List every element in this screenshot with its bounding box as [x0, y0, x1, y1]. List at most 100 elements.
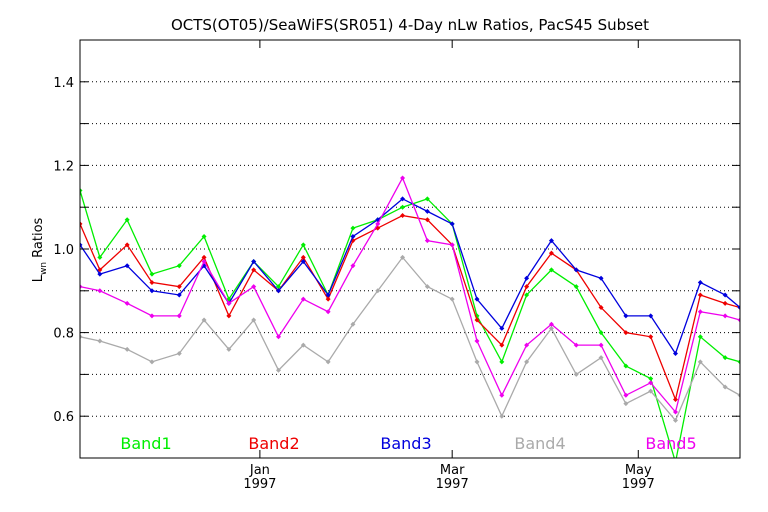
point-band5-15	[449, 242, 455, 248]
point-band4-25	[697, 359, 703, 365]
point-band2-13	[400, 213, 406, 219]
point-band2-22	[623, 330, 629, 336]
y-axis-label-main: L	[31, 274, 46, 282]
point-band5-2	[124, 300, 130, 306]
point-band2-17	[499, 342, 505, 348]
point-band2-26	[722, 300, 728, 306]
point-band3-17	[499, 325, 505, 331]
point-band3-19	[548, 238, 554, 244]
legend-entry-band4: Band4	[514, 434, 565, 453]
legend-entry-band1: Band1	[120, 434, 171, 453]
series-line-band3	[80, 198, 740, 355]
point-band4-8	[275, 367, 281, 373]
point-band4-12	[375, 288, 381, 294]
point-band1-0	[80, 187, 83, 193]
point-band3-3	[149, 288, 155, 294]
x-tick-month-1: Mar	[440, 463, 465, 478]
x-tick-month-2: May	[625, 463, 652, 478]
series-band1	[80, 187, 740, 458]
point-band4-0	[80, 334, 83, 340]
point-band1-1	[97, 254, 103, 260]
point-band2-24	[672, 396, 678, 402]
point-band4-26	[722, 384, 728, 390]
y-axis-label-rest: Ratios	[31, 217, 46, 262]
point-band4-11	[350, 321, 356, 327]
point-band2-2	[124, 242, 130, 248]
point-band4-19	[548, 325, 554, 331]
point-band4-4	[176, 351, 182, 356]
point-band3-14	[424, 208, 430, 214]
point-band1-2	[124, 217, 130, 223]
point-band5-27	[737, 317, 740, 323]
series-lines	[80, 175, 740, 458]
point-band5-22	[623, 392, 629, 398]
point-band4-23	[648, 388, 654, 394]
point-band2-14	[424, 217, 430, 223]
point-band1-14	[424, 196, 430, 202]
point-band4-13	[400, 254, 406, 260]
point-band5-23	[648, 380, 654, 386]
point-band3-22	[623, 313, 629, 319]
legend-entry-band3: Band3	[380, 434, 431, 453]
point-band3-11	[350, 233, 356, 239]
legend: Band1 Band2 Band3 Band4 Band5	[120, 434, 696, 453]
point-band4-15	[449, 296, 455, 302]
point-band5-0	[80, 284, 83, 290]
point-band4-6	[226, 346, 232, 352]
point-band3-21	[598, 275, 604, 281]
point-band1-20	[573, 284, 579, 290]
point-band4-27	[737, 392, 740, 398]
point-band4-20	[573, 371, 579, 377]
point-band2-3	[149, 279, 155, 285]
point-band2-9	[300, 254, 306, 260]
point-band1-23	[648, 376, 654, 382]
series-line-band1	[80, 190, 740, 458]
point-band5-1	[97, 288, 103, 294]
point-band5-20	[573, 342, 579, 348]
point-band5-11	[350, 263, 356, 269]
point-band2-16	[474, 317, 480, 323]
point-band5-10	[325, 309, 331, 315]
point-band5-25	[697, 309, 703, 315]
point-band5-4	[176, 313, 182, 319]
point-band2-25	[697, 292, 703, 298]
legend-entry-band5: Band5	[645, 434, 696, 453]
point-band5-18	[524, 342, 530, 348]
point-band1-21	[598, 330, 604, 336]
point-band3-10	[325, 292, 331, 298]
point-band4-1	[97, 338, 103, 344]
point-band3-8	[275, 288, 281, 294]
point-band1-18	[524, 292, 530, 298]
chart-title: OCTS(OT05)/SeaWiFS(SR051) 4-Day nLw Rati…	[171, 16, 649, 34]
y-axis-label-subscript: wn	[39, 262, 49, 275]
point-band1-11	[350, 225, 356, 231]
point-band5-3	[149, 313, 155, 319]
point-band3-1	[97, 271, 103, 277]
point-band2-0	[80, 221, 83, 227]
point-band5-26	[722, 313, 728, 319]
series-line-band5	[80, 176, 740, 414]
x-tick-month-0: Jan	[249, 463, 270, 478]
point-band4-16	[474, 359, 480, 365]
point-band2-21	[598, 305, 604, 311]
point-band3-20	[573, 267, 579, 273]
point-band2-4	[176, 284, 182, 290]
point-band3-24	[672, 351, 678, 356]
point-band3-7	[251, 259, 257, 265]
point-band3-27	[737, 305, 740, 311]
point-band4-3	[149, 359, 155, 365]
point-band5-7	[251, 284, 257, 290]
point-band4-9	[300, 342, 306, 348]
point-band2-7	[251, 267, 257, 273]
point-band1-3	[149, 271, 155, 277]
point-band5-24	[672, 409, 678, 415]
point-band5-21	[598, 342, 604, 348]
point-band1-5	[201, 233, 207, 239]
point-band5-14	[424, 238, 430, 244]
point-band1-25	[697, 334, 703, 340]
y-tick-label-1: 0.8	[53, 327, 74, 342]
point-band5-8	[275, 334, 281, 340]
legend-entry-band2: Band2	[248, 434, 299, 453]
point-band4-10	[325, 359, 331, 365]
